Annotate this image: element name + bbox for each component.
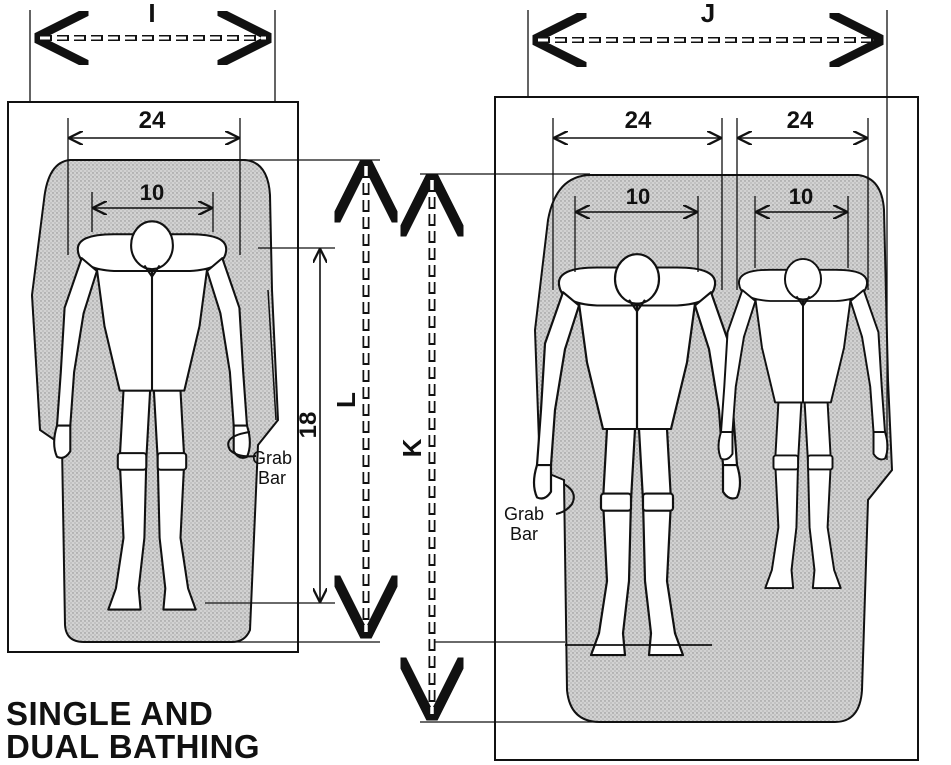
single-grab-bar-label-line1: Grab — [252, 448, 292, 468]
dim-10-single-label: 10 — [140, 180, 164, 205]
caption-line-2: DUAL BATHING — [6, 728, 261, 765]
dim-24-dual-right-label: 24 — [787, 107, 814, 134]
dual-tub-area — [533, 174, 894, 723]
dual-grab-bar — [555, 483, 575, 515]
dim-10-dual-right-label: 10 — [789, 184, 813, 209]
dim-L-label: L — [331, 392, 361, 408]
dim-J-label: J — [701, 0, 715, 28]
caption-line-1: SINGLE AND — [6, 695, 214, 732]
single-bathing-plan: Grab Bar I 24 10 18 L — [7, 0, 380, 653]
dim-18-label: 18 — [295, 412, 322, 439]
dim-24-dual-left-label: 24 — [625, 107, 652, 134]
dim-10-dual-left-label: 10 — [626, 184, 650, 209]
dual-grab-bar-label-line1: Grab — [504, 504, 544, 524]
dim-I-label: I — [148, 0, 155, 28]
single-grab-bar-label-line2: Bar — [258, 468, 286, 488]
dual-bathing-plan: Grab Bar J 24 24 10 10 — [397, 0, 919, 761]
diagram-caption: SINGLE AND DUAL BATHING — [6, 697, 260, 763]
dual-room-outline — [494, 96, 919, 761]
single-room-outline — [7, 101, 299, 653]
single-grab-bar — [227, 431, 257, 458]
dim-24-single-label: 24 — [139, 107, 166, 134]
dim-K-label: K — [397, 438, 427, 457]
dual-grab-bar-label-line2: Bar — [510, 524, 538, 544]
